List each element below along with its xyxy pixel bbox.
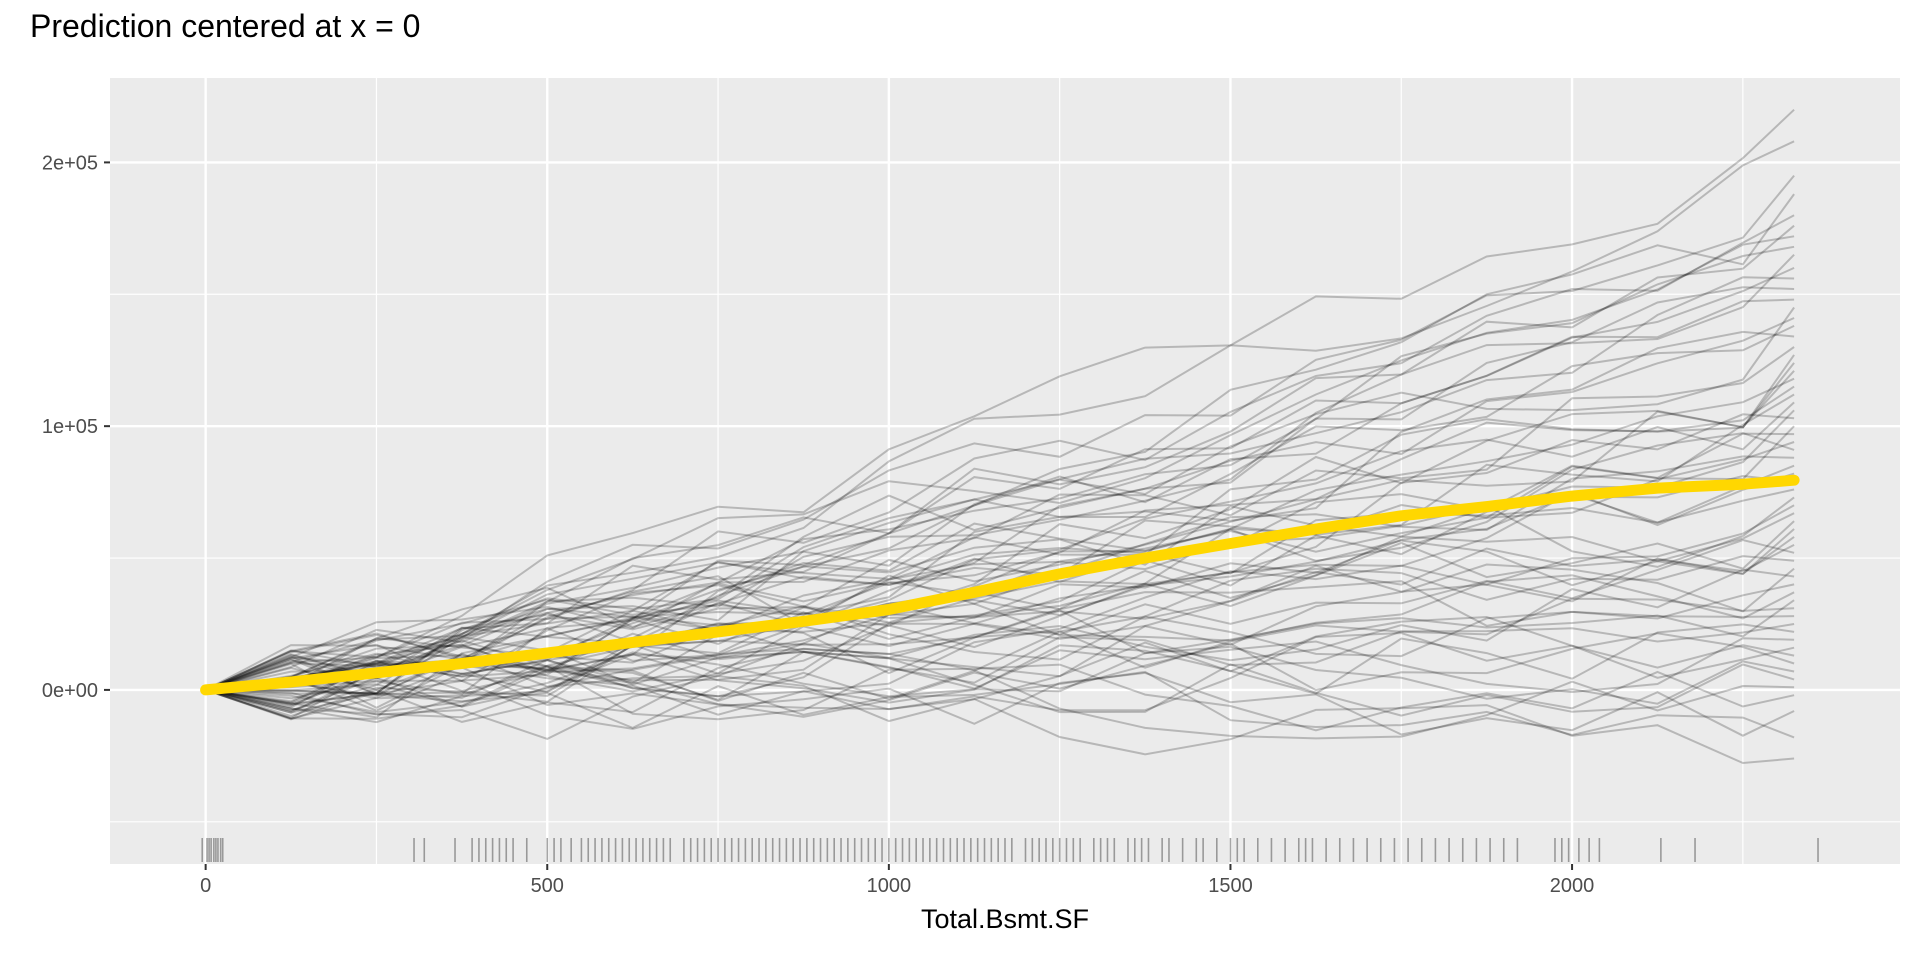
- ice-curve: [205, 224, 1795, 691]
- y-tick-label: 2e+05: [42, 152, 98, 174]
- ice-curve: [205, 637, 1795, 708]
- x-tick-label: 1500: [1208, 875, 1253, 897]
- ice-curve: [205, 645, 1795, 714]
- ice-curve: [205, 174, 1795, 691]
- ice-curve: [205, 512, 1795, 700]
- ice-curve: [205, 496, 1795, 719]
- x-tick-label: 2000: [1550, 875, 1595, 897]
- ice-curve: [205, 330, 1795, 691]
- ice-curve: [205, 520, 1795, 703]
- ice-curve: [205, 385, 1795, 691]
- ice-curve: [205, 528, 1795, 693]
- ice-curve: [205, 568, 1795, 719]
- ice-curve: [205, 108, 1795, 691]
- x-tick-label: 500: [531, 875, 564, 897]
- ice-curve: [205, 671, 1795, 737]
- rug-marks: [201, 838, 1819, 862]
- ice-curve: [205, 409, 1795, 700]
- ice-curve: [205, 464, 1795, 705]
- ice-curve: [205, 432, 1795, 691]
- chart-title: Prediction centered at x = 0: [30, 8, 421, 44]
- minor-gridlines: [110, 78, 1900, 864]
- ice-curve: [205, 675, 1795, 765]
- ice-curve: [205, 362, 1795, 691]
- ice-curve: [205, 504, 1795, 718]
- ice-curve: [205, 623, 1795, 704]
- ice-curve: [205, 610, 1795, 720]
- y-tick-label: 1e+05: [42, 416, 98, 438]
- ice-curve: [205, 393, 1795, 691]
- y-tick-label: 0e+00: [42, 680, 98, 702]
- ice-curve: [205, 370, 1795, 703]
- ice-curve: [205, 432, 1795, 691]
- ice-curve: [205, 538, 1795, 708]
- ice-curve: [205, 276, 1795, 695]
- average-pdp-line: [200, 474, 1800, 696]
- ice-curve: [205, 658, 1795, 739]
- ice-curve: [205, 317, 1795, 691]
- ice-curve: [205, 298, 1795, 691]
- x-tick-label: 1000: [867, 875, 912, 897]
- ice-curve: [205, 555, 1795, 724]
- ice-curve: [205, 193, 1795, 691]
- major-gridlines: [110, 78, 1900, 864]
- ice-curve: [205, 306, 1795, 706]
- ice-curve: [205, 346, 1795, 691]
- ice-curve: [205, 266, 1795, 695]
- ice-curve: [205, 597, 1795, 709]
- ice-curve: [205, 140, 1795, 691]
- ice-curve: [205, 245, 1795, 704]
- ice-curve: [205, 441, 1795, 691]
- x-tick-label: 0: [200, 875, 211, 897]
- x-axis-title: Total.Bsmt.SF: [921, 904, 1089, 934]
- ice-curve: [205, 413, 1795, 691]
- ice-curve: [205, 647, 1795, 740]
- ice-curve: [205, 615, 1795, 711]
- ice-curve: [205, 324, 1795, 707]
- ice-curve: [205, 235, 1795, 712]
- ice-curve: [205, 354, 1795, 691]
- ice-curve: [205, 401, 1795, 691]
- plot-panel-background: [110, 78, 1900, 864]
- y-axis-ticks: 0e+00 1e+05 2e+05: [42, 152, 110, 702]
- ice-curve: [205, 599, 1795, 712]
- ice-curve: [205, 544, 1795, 714]
- ice-curve: [205, 286, 1795, 691]
- ice-curve: [205, 536, 1795, 714]
- ice-curve: [205, 254, 1795, 691]
- x-axis-ticks: 0 500 1000 1500 2000: [200, 864, 1594, 897]
- ice-curve: [205, 214, 1795, 691]
- ice-curve: [205, 632, 1795, 718]
